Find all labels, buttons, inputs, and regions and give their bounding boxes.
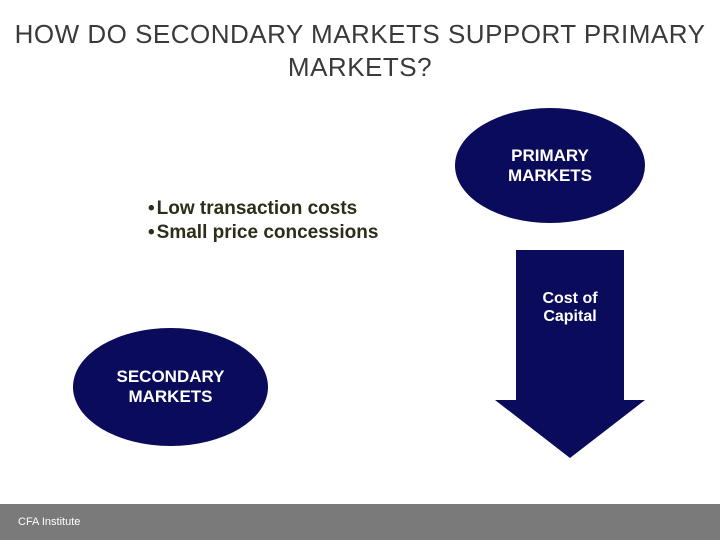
bullet-list: • Low transaction costs • Small price co… <box>148 197 378 245</box>
footer-bar: CFA Institute <box>0 504 720 540</box>
primary-markets-label: PRIMARY MARKETS <box>479 146 622 186</box>
slide-title: HOW DO SECONDARY MARKETS SUPPORT PRIMARY… <box>0 18 720 83</box>
bullet-marker: • <box>148 221 155 245</box>
slide: HOW DO SECONDARY MARKETS SUPPORT PRIMARY… <box>0 0 720 540</box>
secondary-markets-label: SECONDARY MARKETS <box>94 367 246 407</box>
bullet-item: • Small price concessions <box>148 221 378 245</box>
secondary-markets-ellipse: SECONDARY MARKETS <box>73 328 268 446</box>
arrow-shaft: Cost of Capital <box>516 250 624 400</box>
arrow-label: Cost of Capital <box>524 290 616 326</box>
primary-markets-ellipse: PRIMARY MARKETS <box>455 108 645 223</box>
arrow-head-icon <box>495 400 645 458</box>
bullet-item: • Low transaction costs <box>148 197 378 221</box>
footer-text: CFA Institute <box>18 516 80 528</box>
bullet-text: Small price concessions <box>157 221 379 245</box>
cost-of-capital-arrow: Cost of Capital <box>495 250 645 458</box>
bullet-marker: • <box>148 197 155 221</box>
bullet-text: Low transaction costs <box>157 197 358 221</box>
